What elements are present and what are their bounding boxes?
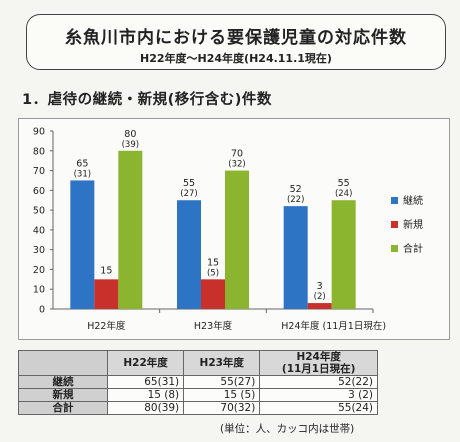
y-tick-label: 60 [33, 186, 45, 197]
table-row-new: 新規 15 (8) 15 (5) 3 (2) [18, 388, 378, 402]
table-row-continuing: 継続 65(31) 55(27) 52(22) [18, 375, 378, 389]
row-label: 新規 [18, 388, 108, 402]
table-cell: 80(39) [106, 401, 185, 415]
bar-value-label: 55 [183, 178, 195, 189]
table-header-h23: H23年度 [183, 350, 261, 376]
bar-household-label: (5) [207, 268, 219, 278]
row-label: 継続 [18, 375, 108, 389]
x-tick-label: H22年度 [87, 320, 126, 332]
table-header-h24-text: H24年度 (11月1日現在) [281, 351, 356, 375]
bar-新規 [307, 303, 332, 309]
y-tick-label: 50 [33, 206, 45, 217]
bar-value-label: 15 [207, 257, 219, 268]
table-cell: 65(31) [106, 375, 185, 389]
title-box: 糸魚川市内における要保護児童の対応件数 H22年度〜H24年度(H24.11.1… [26, 14, 446, 70]
table-cell: 55(27) [183, 375, 261, 389]
table-cell: 55(24) [259, 401, 378, 415]
chart-frame: 0 10 20 30 40 50 60 70 80 90 H22年度 (31) 65 15 (39) 80 H2… [18, 118, 450, 340]
bar-継続 [70, 180, 95, 309]
y-tick-label: 40 [33, 225, 45, 236]
bar-合計 [331, 200, 356, 309]
y-tick-label: 30 [33, 245, 45, 256]
bar-chart: 0102030405060708090H22年度(31)6515(39)80H2… [33, 127, 423, 333]
section-title: 1．虐待の継続・新規(移行含む)件数 [22, 92, 272, 108]
table-cell: 15 (5) [183, 388, 261, 402]
table-header-row: H22年度 H23年度 H24年度 (11月1日現在) [18, 350, 378, 376]
bar-household-label: (39) [122, 140, 139, 150]
y-tick-label: 80 [33, 146, 45, 157]
table-cell: 15 (8) [106, 388, 185, 402]
legend-swatch-新規 [391, 221, 398, 228]
page-title: 糸魚川市内における要保護児童の対応件数 [65, 28, 407, 48]
bar-household-label: (31) [74, 169, 91, 179]
table-cell: 70(32) [183, 401, 261, 415]
table-cell: 52(22) [259, 375, 378, 389]
y-tick-label: 70 [33, 166, 45, 177]
x-tick-label: H24年度 (11月1日現在) [281, 320, 386, 332]
bar-household-label: (22) [287, 195, 304, 205]
legend-swatch-継続 [391, 197, 398, 204]
bar-合計 [225, 170, 249, 309]
table-header-h22: H22年度 [106, 350, 185, 376]
page-subtitle: H22年度〜H24年度(H24.11.1現在) [140, 52, 332, 65]
bar-household-label: (24) [335, 189, 352, 199]
bar-value-label: 3 [317, 281, 323, 292]
table-header-h24: H24年度 (11月1日現在) [259, 350, 378, 376]
table-cell: 3 (2) [259, 388, 378, 402]
unit-note: (単位：人、カッコ内は世帯) [220, 423, 355, 435]
y-tick-label: 90 [33, 127, 45, 138]
bar-value-label: 80 [124, 129, 136, 140]
table-header-blank [18, 350, 108, 376]
bar-value-label: 15 [100, 265, 112, 276]
row-label: 合計 [18, 401, 108, 415]
bar-新規 [201, 279, 225, 309]
table-row-total: 合計 80(39) 70(32) 55(24) [18, 401, 378, 415]
x-tick-label: H23年度 [194, 320, 233, 332]
data-table: H22年度 H23年度 H24年度 (11月1日現在) 継続 65(31) 55… [18, 350, 378, 415]
bar-household-label: (27) [180, 189, 197, 199]
bar-合計 [118, 150, 143, 309]
bar-household-label: (2) [314, 292, 326, 302]
y-tick-label: 10 [33, 285, 45, 296]
bar-継続 [177, 200, 201, 309]
bar-value-label: 55 [338, 178, 350, 189]
bar-新規 [94, 279, 119, 309]
legend-label: 合計 [403, 242, 423, 255]
bar-継続 [283, 206, 308, 309]
legend-label: 新規 [403, 218, 423, 231]
y-tick-label: 0 [39, 305, 45, 316]
bar-household-label: (32) [228, 160, 245, 170]
bar-value-label: 65 [76, 158, 88, 169]
legend-label: 継続 [403, 194, 423, 207]
legend-swatch-合計 [391, 245, 398, 252]
y-tick-label: 20 [33, 265, 45, 276]
bar-value-label: 70 [231, 149, 243, 160]
bar-value-label: 52 [290, 184, 302, 195]
